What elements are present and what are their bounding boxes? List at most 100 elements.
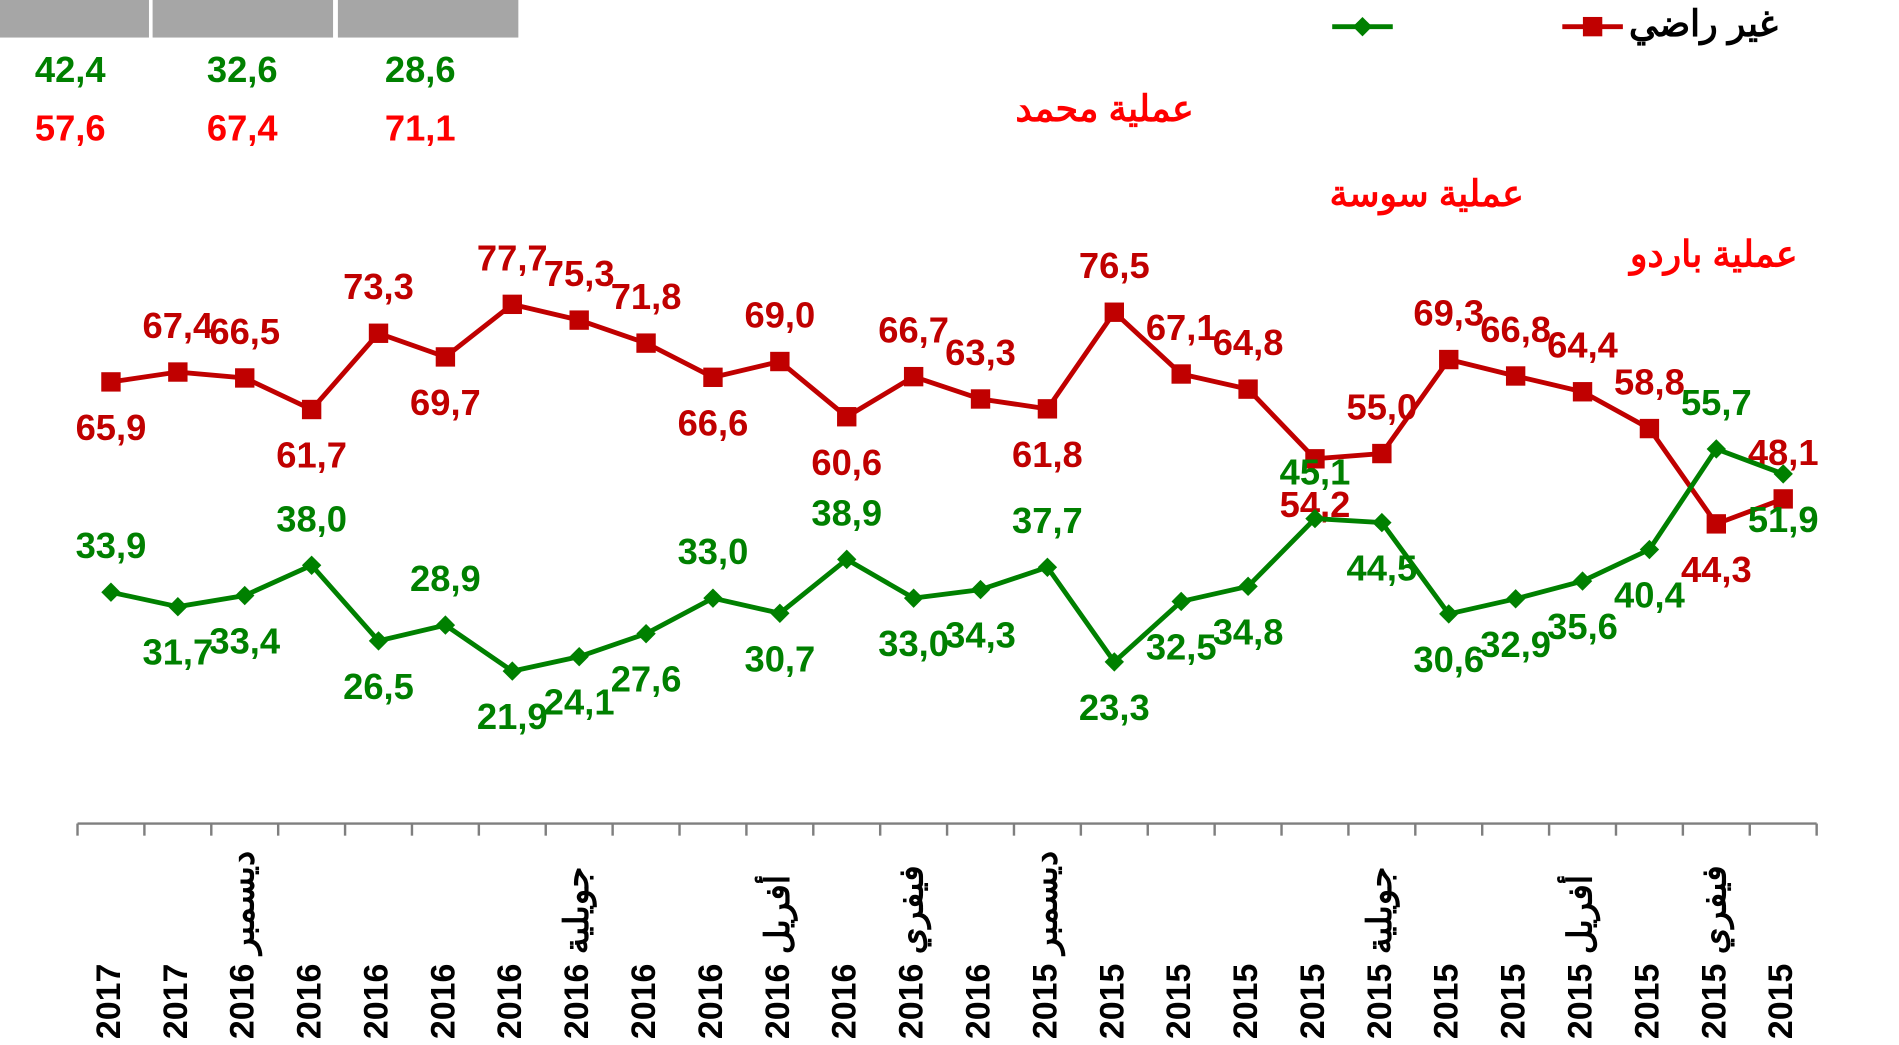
data-label: 44,5 [1347, 548, 1418, 589]
data-label: 58,8 [1614, 362, 1685, 403]
data-label: 32,5 [1146, 626, 1217, 667]
data-label: 45,1 [1280, 452, 1351, 493]
marker [1773, 489, 1793, 509]
marker [1372, 512, 1392, 533]
data-label: 61,8 [1012, 434, 1083, 475]
marker [1505, 366, 1526, 386]
x-tick-label: 2016 [291, 964, 329, 1039]
marker [235, 585, 255, 606]
marker [101, 372, 121, 392]
data-label: 66,7 [878, 310, 949, 351]
data-label: 66,5 [209, 311, 280, 352]
data-label: 28,9 [410, 558, 481, 599]
data-label: 26,5 [343, 666, 414, 707]
data-label: 51,9 [1748, 499, 1819, 540]
marker [368, 631, 389, 651]
data-label: 33,0 [878, 623, 949, 664]
marker [636, 333, 656, 353]
data-label: 23,3 [1079, 687, 1150, 728]
data-label: 34,8 [1213, 611, 1284, 652]
table-cell: 67,4 [207, 107, 279, 148]
x-tick-label: 2017 [90, 964, 128, 1039]
marker [435, 347, 456, 367]
legend-label: غير راضي [1629, 3, 1778, 46]
data-label: 33,4 [209, 621, 281, 662]
data-label: 69,3 [1413, 293, 1484, 334]
x-tick-label: 2017 [157, 964, 195, 1039]
data-label: 34,3 [945, 615, 1016, 656]
marker [970, 389, 991, 409]
data-label: 69,0 [744, 295, 815, 336]
x-tick-label: 2016 [692, 964, 730, 1039]
marker [1238, 576, 1258, 597]
x-tick-label: 2015 [1495, 964, 1533, 1039]
x-tick-label: ديسمبر 2015 [1026, 851, 1065, 1039]
marker [1104, 302, 1124, 322]
marker [1171, 364, 1191, 384]
marker [502, 661, 522, 681]
x-tick-label: 2015 [1628, 964, 1666, 1039]
data-label: 32,9 [1480, 624, 1551, 665]
marker [569, 310, 589, 330]
x-tick-label: 2016 [625, 964, 663, 1039]
table-cell: 32,6 [207, 49, 278, 90]
data-label: 35,6 [1547, 606, 1618, 647]
data-label: 21,9 [477, 696, 548, 737]
marker [1104, 652, 1124, 672]
data-label: 38,9 [811, 492, 882, 533]
data-label: 71,8 [611, 276, 682, 317]
data-label: 63,3 [945, 332, 1016, 373]
x-tick-label: 2016 [491, 964, 529, 1039]
marker [435, 615, 456, 635]
data-label: 55,0 [1347, 387, 1418, 428]
legend-marker [1352, 16, 1373, 37]
x-tick-label: 2016 [424, 964, 462, 1039]
table-header-cell [152, 0, 334, 38]
marker [1439, 349, 1459, 370]
marker [1305, 449, 1325, 469]
marker [1773, 464, 1793, 484]
marker [1706, 514, 1727, 534]
x-tick-label: 2015 [1762, 964, 1800, 1039]
data-label: 30,7 [744, 638, 815, 679]
data-label: 55,7 [1681, 382, 1752, 423]
data-label: 24,1 [544, 682, 615, 723]
x-tick-label: جويلية 2015 [1361, 867, 1400, 1039]
data-label: 31,7 [142, 632, 213, 673]
x-tick-label: ديسمبر 2016 [224, 851, 263, 1039]
marker [1572, 571, 1593, 591]
data-label: 33,9 [76, 525, 147, 566]
marker [1238, 379, 1258, 399]
marker [502, 294, 522, 315]
table-header-cell [337, 0, 519, 38]
series-line [110, 446, 1785, 674]
marker [1439, 604, 1459, 624]
marker [1639, 418, 1660, 439]
data-label: 38,0 [276, 498, 347, 539]
marker [1037, 399, 1058, 419]
marker [1505, 589, 1526, 609]
marker [837, 407, 857, 427]
table-cell: 28,6 [385, 49, 456, 90]
x-tick-label: 2016 [959, 964, 997, 1039]
x-tick-label: فيفري 2016 [893, 865, 932, 1039]
data-label: 61,7 [276, 435, 347, 476]
annotation: عملية محمد [1015, 88, 1193, 129]
marker [770, 603, 790, 623]
data-label: 65,9 [76, 407, 147, 448]
data-label: 33,0 [678, 531, 749, 572]
marker [301, 399, 322, 420]
data-label: 66,6 [678, 402, 749, 443]
x-tick-label: أفريل 2016 [755, 875, 798, 1039]
series-line [110, 301, 1785, 527]
marker [1572, 382, 1593, 402]
data-label: 60,6 [811, 442, 882, 483]
data-label: 64,8 [1213, 322, 1284, 363]
table-cell: 42,4 [35, 49, 107, 90]
legend-marker [1582, 16, 1603, 37]
marker [703, 588, 723, 608]
x-tick-label: 2016 [357, 964, 395, 1039]
marker [168, 597, 188, 617]
